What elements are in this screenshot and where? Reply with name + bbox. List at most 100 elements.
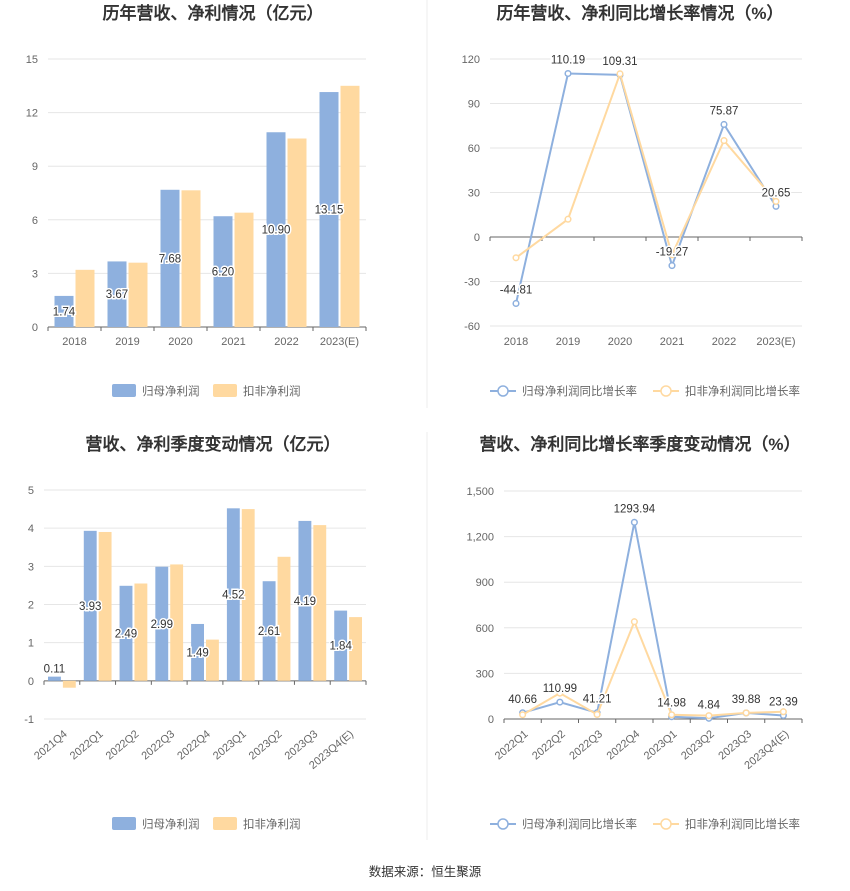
y-tick-label: 1 (28, 638, 34, 650)
legend-label: 归母净利润同比增长率 (522, 817, 637, 831)
chart-title: 营收、净利季度变动情况（亿元） (86, 434, 341, 454)
series-point (593, 710, 601, 718)
series-point (668, 251, 676, 259)
bar-parent-net-profit (160, 189, 180, 327)
x-tick-label: 2023(E) (756, 336, 795, 348)
series-point (705, 712, 713, 720)
y-tick-label: 15 (26, 54, 38, 66)
series-point (742, 709, 750, 717)
point-value-label: 20.65 (762, 187, 791, 199)
bar-value-label: 4.52 (222, 590, 244, 602)
bar-deducted-net-profit (241, 509, 255, 681)
x-tick-label: 2022Q1 (68, 728, 106, 762)
bar-value-label: 1.74 (53, 306, 76, 318)
legend-marker (497, 385, 509, 397)
legend-label: 归母净利润同比增长率 (522, 384, 637, 398)
x-tick-label: 2022 (274, 336, 298, 348)
chart-title: 营收、净利同比增长率季度变动情况（%） (479, 434, 800, 454)
legend-marker (660, 818, 672, 830)
point-value-label: 109.31 (602, 56, 637, 68)
x-tick-label: 2021 (221, 336, 245, 348)
point-value-label: 23.39 (769, 696, 798, 708)
point-value-label: 4.84 (698, 699, 721, 711)
bar-deducted-net-profit (98, 531, 112, 681)
bar-deducted-net-profit (287, 138, 307, 327)
chart-title: 历年营收、净利同比增长率情况（%） (496, 3, 783, 23)
series-point (564, 215, 572, 223)
legend-label: 扣非净利润 (243, 384, 301, 398)
bar-deducted-net-profit (206, 639, 219, 681)
series-line-deducted-growth (515, 70, 777, 259)
bar-value-label: 2.99 (151, 619, 173, 631)
y-tick-label: 300 (476, 668, 494, 680)
x-tick-label: 2023Q1 (642, 728, 680, 762)
point-value-label: -44.81 (500, 284, 533, 296)
point-value-label: 110.19 (551, 55, 585, 67)
y-tick-label: 1,200 (466, 532, 494, 544)
y-tick-label: 120 (462, 54, 480, 66)
bar-value-label: 1.49 (186, 647, 208, 659)
bar-value-label: 1.84 (329, 641, 352, 653)
y-tick-label: 9 (32, 161, 38, 173)
x-tick-label: 2020 (608, 336, 632, 348)
bar-deducted-net-profit (234, 212, 254, 327)
y-tick-label: 0 (32, 322, 38, 334)
bar-value-label: 7.68 (159, 253, 181, 265)
bar-deducted-net-profit (62, 680, 76, 688)
series-point (616, 70, 624, 78)
y-tick-label: 900 (476, 577, 494, 589)
bar-parent-net-profit (319, 92, 339, 327)
legend-swatch (112, 384, 136, 397)
y-tick-label: 0 (474, 232, 480, 244)
x-tick-label: 2021 (660, 336, 684, 348)
legend-marker (660, 385, 672, 397)
bar-parent-net-profit (298, 520, 312, 681)
point-value-label: 14.98 (657, 698, 686, 710)
bar-deducted-net-profit (349, 617, 362, 681)
series-point (668, 711, 676, 719)
bar-value-label: 3.93 (79, 601, 101, 613)
x-tick-label: 2022Q2 (530, 728, 568, 762)
x-tick-label: 2022Q3 (139, 728, 177, 762)
y-tick-label: 6 (32, 215, 38, 227)
legend-label: 归母净利润 (142, 384, 200, 398)
bar-value-label: 4.19 (294, 596, 316, 608)
y-tick-label: 3 (28, 561, 34, 573)
y-tick-label: 600 (476, 623, 494, 635)
series-line-deducted-growth (522, 619, 784, 717)
y-tick-label: 3 (32, 268, 38, 280)
legend-swatch (213, 384, 237, 397)
y-tick-label: -1 (24, 714, 34, 726)
bar-parent-net-profit (48, 676, 61, 681)
legend-label: 扣非净利润同比增长率 (685, 384, 800, 398)
y-tick-label: -60 (464, 321, 480, 333)
point-value-label: 75.87 (710, 105, 739, 117)
bar-deducted-net-profit (340, 85, 360, 327)
y-tick-label: 90 (468, 99, 480, 111)
panel-annual-yoy-growth: 历年营收、净利同比增长率情况（%） -60 -30 0 30 60 90 120 2018 201… (462, 3, 803, 398)
point-value-label: 110.99 (543, 683, 577, 695)
bar-deducted-net-profit (181, 190, 201, 327)
y-tick-label: 0 (488, 714, 494, 726)
chart-title: 历年营收、净利情况（亿元） (103, 3, 324, 23)
x-tick-label: 2022Q2 (104, 728, 142, 762)
point-value-label: 1293.94 (614, 503, 656, 515)
panel-quarterly-revenue-profit: 营收、净利季度变动情况（亿元）-10123452021Q42022Q12022Q… (24, 434, 367, 831)
y-tick-label: -30 (464, 277, 480, 289)
bar-parent-net-profit (107, 261, 127, 327)
y-tick-label: 0 (28, 676, 34, 688)
x-tick-label: 2022 (712, 336, 736, 348)
series-point (556, 689, 564, 697)
bar-value-label: 3.67 (106, 289, 128, 301)
x-tick-label: 2022Q1 (493, 728, 531, 762)
x-tick-label: 2023Q2 (679, 728, 717, 762)
bar-deducted-net-profit (277, 556, 291, 681)
legend-marker (497, 818, 509, 830)
bar-parent-net-profit (262, 581, 276, 681)
legend-swatch (213, 817, 237, 830)
point-value-label: 39.88 (732, 694, 761, 706)
bar-value-label: 2.61 (258, 626, 280, 638)
series-point (772, 197, 780, 205)
bar-parent-net-profit (266, 132, 286, 327)
